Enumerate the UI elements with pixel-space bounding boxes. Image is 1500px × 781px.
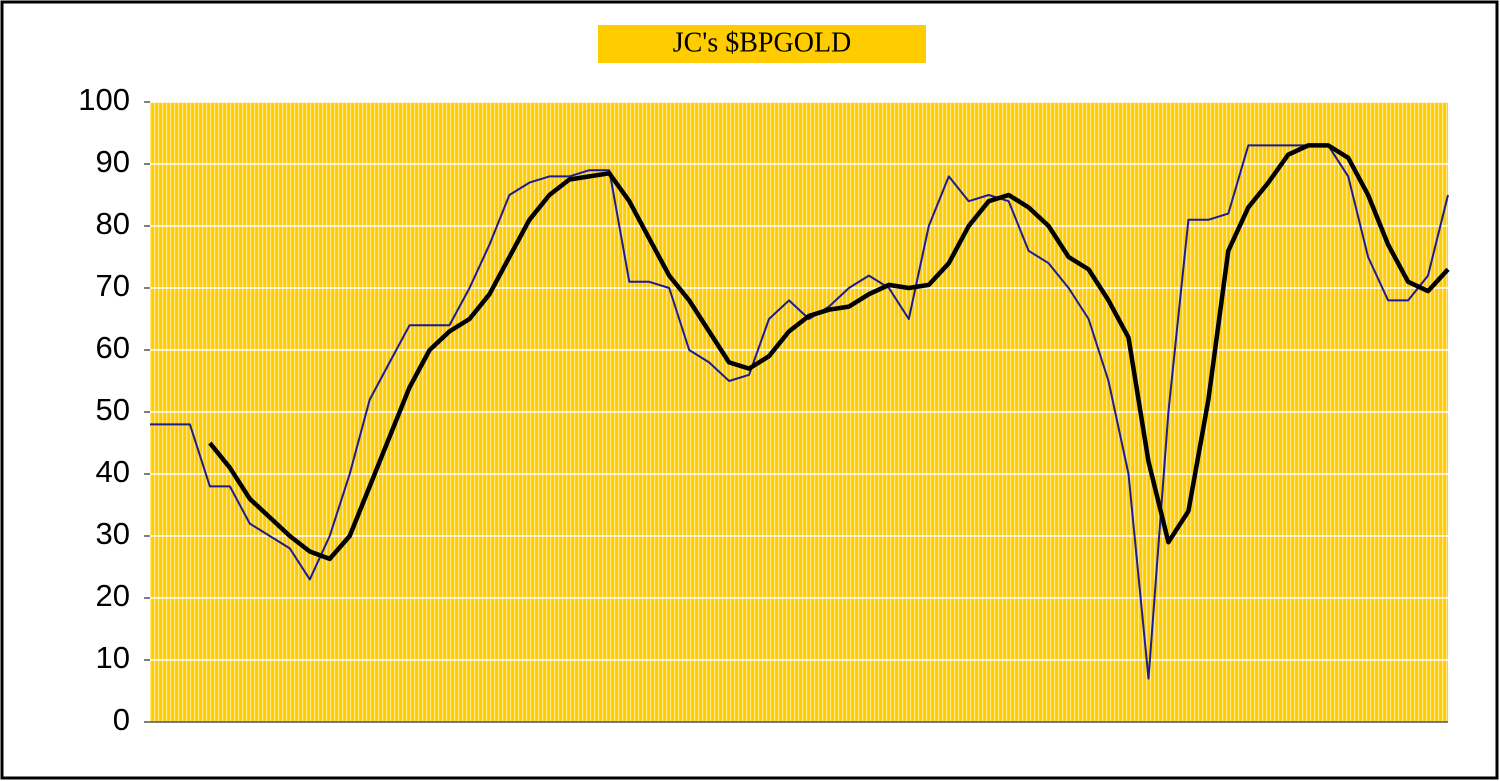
y-tick-label: 100 (78, 82, 130, 117)
y-tick-label: 50 (96, 392, 130, 427)
title-box (598, 25, 926, 63)
y-tick-label: 30 (96, 516, 130, 551)
chart-title: JC's $BPGOLD (673, 27, 852, 58)
y-tick-label: 90 (96, 144, 130, 179)
y-tick-label: 70 (96, 268, 130, 303)
line-series (208, 143, 1450, 562)
line-series (150, 144, 1449, 680)
y-tick-label: 20 (96, 578, 130, 613)
y-tick-label: 80 (96, 206, 130, 241)
y-tick-label: 10 (96, 640, 130, 675)
y-tick-label: 60 (96, 330, 130, 365)
y-tick-label: 0 (113, 702, 130, 737)
y-tick-label: 40 (96, 454, 130, 489)
